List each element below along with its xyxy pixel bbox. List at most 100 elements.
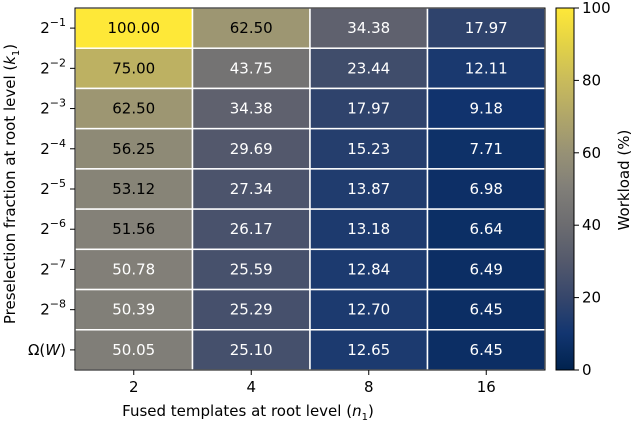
cell-value-label: 34.38 <box>230 100 273 118</box>
heatmap-cell <box>426 248 546 291</box>
cell-value-label: 6.45 <box>470 341 503 359</box>
cell-value-label: 6.98 <box>470 180 503 198</box>
heatmap-cell <box>191 168 311 210</box>
heatmap-cell <box>191 208 311 251</box>
y-tick-label: 2−7 <box>40 257 66 278</box>
colorbar <box>555 7 575 371</box>
cell-value-label: 53.12 <box>112 180 155 198</box>
y-tick-end: ) <box>60 341 66 359</box>
heatmap-cell <box>426 329 546 371</box>
heatmap-cell <box>309 248 429 291</box>
y-tick-exponent: −2 <box>50 56 66 69</box>
y-tick-base: 2 <box>40 100 50 118</box>
cell-value-label: 50.39 <box>112 301 155 319</box>
colorbar-tick-label: 0 <box>582 361 592 379</box>
y-tick-exponent: −3 <box>50 97 66 110</box>
heatmap-cell <box>191 87 311 130</box>
heatmap-cell <box>74 288 194 331</box>
heatmap-cell <box>191 47 311 90</box>
cell-value-label: 100.00 <box>108 19 161 37</box>
cell-value-label: 25.10 <box>230 341 273 359</box>
cell-value-label: 12.70 <box>347 301 390 319</box>
cell-value-label: 6.45 <box>470 301 503 319</box>
cell-value-label: 50.78 <box>112 260 155 278</box>
y-axis-label: Preselection fraction at root level (k1) <box>1 44 22 324</box>
y-tick-exponent: −8 <box>50 298 66 311</box>
y-tick-label: 2−4 <box>40 137 66 158</box>
cell-value-label: 29.69 <box>230 140 273 158</box>
y-tick-exponent: −7 <box>50 257 66 270</box>
cell-value-label: 12.11 <box>465 59 508 77</box>
cell-value-label: 56.25 <box>112 140 155 158</box>
colorbar-tick-label: 40 <box>582 216 601 234</box>
cell-value-label: 6.49 <box>470 260 503 278</box>
y-tick-label: 2−3 <box>40 97 66 118</box>
colorbar-label: Workload (%) <box>615 130 633 231</box>
x-axis-label-sub: 1 <box>362 412 368 423</box>
colorbar-tick-label: 100 <box>582 0 611 17</box>
y-tick-label: Ω(W) <box>28 341 66 359</box>
colorbar-tick-label: 80 <box>582 71 601 89</box>
heatmap-cell <box>426 127 546 170</box>
y-axis-label-var: k <box>1 55 19 65</box>
heatmap-cell <box>309 208 429 251</box>
cell-value-label: 17.97 <box>347 100 390 118</box>
cell-value-label: 75.00 <box>112 59 155 77</box>
x-axis-label-end: ) <box>368 402 374 420</box>
cell-value-label: 50.05 <box>112 341 155 359</box>
cell-value-label: 26.17 <box>230 220 273 238</box>
cell-value-label: 43.75 <box>230 59 273 77</box>
cell-value-label: 12.65 <box>347 341 390 359</box>
y-tick-var: W <box>45 341 61 359</box>
heatmap-cell <box>309 168 429 210</box>
y-tick-label: 2−5 <box>40 177 66 198</box>
y-tick-base: 2 <box>40 220 50 238</box>
y-tick-base: 2 <box>40 59 50 77</box>
cell-value-label: 13.87 <box>347 180 390 198</box>
y-tick-base: 2 <box>40 301 50 319</box>
cell-value-label: 25.29 <box>230 301 273 319</box>
heatmap-cell <box>309 288 429 331</box>
y-tick-base: Ω( <box>28 341 45 359</box>
y-tick-exponent: −4 <box>50 137 66 150</box>
x-tick-label: 2 <box>129 378 139 396</box>
y-tick-base: 2 <box>40 180 50 198</box>
cell-value-label: 12.84 <box>347 260 390 278</box>
x-tick-label: 16 <box>477 378 496 396</box>
x-axis-label-main: Fused templates at root level ( <box>122 402 352 420</box>
heatmap-cell <box>426 47 546 90</box>
cell-value-label: 25.59 <box>230 260 273 278</box>
cell-value-label: 13.18 <box>347 220 390 238</box>
cell-value-label: 51.56 <box>112 220 155 238</box>
y-axis-label-end: ) <box>1 44 19 50</box>
cell-value-label: 15.23 <box>347 140 390 158</box>
cell-value-label: 62.50 <box>230 19 273 37</box>
y-tick-label: 2−1 <box>40 16 66 37</box>
y-axis-label-main: Preselection fraction at root level ( <box>1 65 19 324</box>
cell-value-label: 27.34 <box>230 180 273 198</box>
cell-value-label: 17.97 <box>465 19 508 37</box>
y-tick-exponent: −6 <box>50 217 66 230</box>
x-tick-label: 8 <box>364 378 374 396</box>
cell-value-labels: 100.00 62.50 34.38 17.97 75.00 43.75 23.44 12.1… <box>108 19 508 359</box>
heatmap-cell <box>191 127 311 170</box>
y-axis-ticks: 2−12−22−32−42−52−62−72−8Ω(W) <box>28 16 75 359</box>
y-tick-base: 2 <box>40 19 50 37</box>
cell-value-label: 7.71 <box>470 140 503 158</box>
cell-value-label: 9.18 <box>470 100 503 118</box>
colorbar-tick-label: 60 <box>582 144 601 162</box>
x-axis-label: Fused templates at root level (n1) <box>122 402 374 423</box>
y-tick-base: 2 <box>40 140 50 158</box>
x-axis-label-var: n <box>352 402 362 420</box>
y-tick-base: 2 <box>40 260 50 278</box>
y-tick-exponent: −5 <box>50 177 66 190</box>
cell-value-label: 34.38 <box>347 19 390 37</box>
colorbar-ticks: 0 20 40 60 80 100 <box>574 0 611 379</box>
heatmap-cell <box>191 7 311 49</box>
cell-value-label: 62.50 <box>112 100 155 118</box>
colorbar-tick-label: 20 <box>582 289 601 307</box>
y-tick-label: 2−6 <box>40 217 66 238</box>
heatmap-cell <box>426 168 546 210</box>
y-tick-label: 2−8 <box>40 298 66 319</box>
